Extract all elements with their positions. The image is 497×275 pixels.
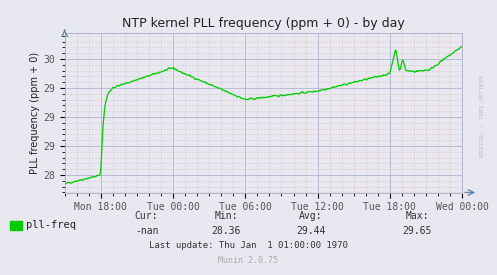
Text: Min:: Min: (214, 211, 238, 221)
Text: Munin 2.0.75: Munin 2.0.75 (219, 256, 278, 265)
Text: Last update: Thu Jan  1 01:00:00 1970: Last update: Thu Jan 1 01:00:00 1970 (149, 241, 348, 249)
Text: pll-freq: pll-freq (26, 221, 77, 230)
Y-axis label: PLL frequency (ppm + 0): PLL frequency (ppm + 0) (30, 52, 40, 174)
Text: 29.44: 29.44 (296, 226, 326, 236)
Text: RRDTOOL / TOBI OETIKER: RRDTOOL / TOBI OETIKER (480, 74, 485, 157)
Title: NTP kernel PLL frequency (ppm + 0) - by day: NTP kernel PLL frequency (ppm + 0) - by … (122, 17, 405, 31)
Text: 28.36: 28.36 (211, 226, 241, 236)
Text: Avg:: Avg: (299, 211, 323, 221)
Text: Max:: Max: (406, 211, 429, 221)
Text: Cur:: Cur: (135, 211, 159, 221)
Text: -nan: -nan (135, 226, 159, 236)
Text: 29.65: 29.65 (403, 226, 432, 236)
